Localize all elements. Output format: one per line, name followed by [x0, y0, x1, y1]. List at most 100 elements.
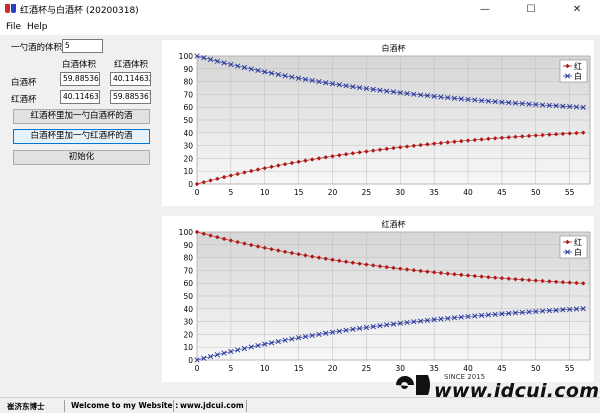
data-point-white: [248, 66, 254, 72]
watermark-since: SINCE 2015: [444, 373, 486, 381]
spoon-volume-label: 一勺酒的体积: [11, 43, 63, 53]
y-tick-label: 70: [183, 90, 193, 99]
data-point-red: [215, 176, 220, 181]
status-separator: [173, 400, 174, 412]
data-point-red: [215, 235, 220, 240]
init-button[interactable]: 初始化: [13, 150, 150, 165]
x-tick-label: 45: [497, 364, 507, 373]
data-point-red: [391, 145, 396, 151]
data-point-white: [451, 315, 458, 321]
menu-bar: File Help: [0, 19, 600, 35]
data-point-white: [289, 74, 295, 80]
data-point-white: [336, 82, 342, 88]
data-point-red: [418, 142, 423, 148]
data-point-white: [255, 67, 261, 74]
data-point-white: [221, 350, 227, 356]
data-point-red: [472, 137, 478, 143]
x-tick-label: 0: [195, 364, 200, 373]
data-point-red: [459, 138, 464, 144]
red-cup-red-volume[interactable]: 59.885367: [110, 90, 151, 104]
data-point-white: [539, 102, 546, 108]
y-tick-label: 60: [183, 279, 193, 288]
data-point-red: [438, 270, 444, 276]
y-tick-label: 50: [183, 116, 193, 125]
legend-label: 白: [574, 71, 582, 81]
menu-help[interactable]: Help: [27, 22, 48, 32]
data-point-white: [560, 103, 566, 109]
data-point-red: [486, 274, 491, 280]
data-point-white: [370, 86, 376, 93]
data-point-red: [228, 173, 234, 178]
data-point-red: [445, 140, 450, 145]
data-point-red: [343, 259, 349, 264]
data-point-red: [194, 181, 200, 187]
x-tick-label: 40: [463, 364, 473, 373]
data-point-red: [411, 143, 417, 148]
data-point-red: [404, 144, 410, 149]
data-point-red: [404, 267, 410, 272]
data-point-white: [289, 336, 295, 342]
data-point-red: [431, 141, 437, 146]
data-point-white: [526, 309, 532, 315]
spoon-volume-input[interactable]: 5: [62, 39, 103, 53]
data-point-white: [336, 328, 342, 334]
data-point-red: [364, 149, 369, 154]
status-website-link[interactable]: www.jdcui.com: [180, 401, 244, 410]
data-point-red: [337, 258, 342, 263]
data-point-white: [580, 306, 586, 312]
data-point-red: [303, 253, 308, 258]
x-tick-label: 5: [228, 188, 233, 197]
data-point-white: [573, 306, 580, 312]
data-point-white: [512, 100, 519, 106]
data-point-red: [465, 273, 471, 278]
data-point-white: [553, 307, 559, 313]
white-cup-red-volume[interactable]: 40.114632: [110, 72, 151, 86]
data-point-red: [282, 162, 288, 167]
y-tick-label: 80: [183, 78, 193, 87]
add-white-to-red-button[interactable]: 红酒杯里加一勺白酒杯的酒: [13, 109, 150, 124]
data-point-white: [397, 90, 403, 96]
menu-file[interactable]: File: [6, 22, 22, 32]
data-point-red: [323, 155, 328, 160]
data-point-white: [445, 95, 451, 101]
data-point-red: [296, 159, 301, 164]
data-point-white: [465, 96, 471, 103]
data-point-red: [472, 273, 478, 279]
y-tick-label: 90: [183, 65, 193, 74]
data-point-red: [357, 261, 362, 266]
y-tick-label: 40: [183, 129, 193, 138]
white-cup-white-volume[interactable]: 59.885367: [60, 72, 100, 86]
data-point-red: [289, 250, 295, 256]
x-tick-label: 45: [497, 188, 507, 197]
data-point-white: [519, 309, 525, 315]
data-point-white: [567, 306, 573, 313]
data-point-white: [458, 314, 464, 320]
data-point-red: [276, 163, 281, 168]
data-point-white: [431, 93, 437, 99]
col-white-volume-label: 白酒体积: [62, 60, 97, 70]
data-point-white: [309, 77, 315, 84]
data-point-red: [533, 133, 538, 138]
data-point-white: [465, 313, 471, 320]
data-point-red: [269, 164, 274, 170]
minimize-button[interactable]: —: [480, 4, 490, 15]
close-button[interactable]: ✕: [572, 4, 582, 15]
data-point-white: [296, 75, 302, 81]
white-cup-label: 白酒杯: [11, 78, 37, 88]
data-point-white: [411, 319, 417, 325]
data-point-white: [553, 103, 559, 109]
data-point-red: [398, 145, 403, 150]
series-line-white: [196, 308, 584, 361]
data-point-white: [241, 64, 248, 71]
red-cup-white-volume[interactable]: 40.114632: [60, 90, 100, 104]
data-point-red: [526, 133, 532, 139]
white-cup-chart: 白酒杯 0 10 20 30 40 50 60 70 80 90 100 0 5 10 15 20 25 30 35 4…: [162, 40, 594, 206]
data-point-white: [567, 103, 573, 110]
maximize-button[interactable]: ☐: [526, 4, 536, 15]
data-point-white: [357, 325, 363, 331]
add-red-to-white-button[interactable]: 白酒杯里加一勺红酒杯的酒: [13, 129, 150, 144]
watermark-url: www.jdcui.com: [434, 380, 600, 402]
data-point-white: [424, 93, 430, 99]
data-point-red: [438, 140, 444, 146]
status-bar: 崔济东博士 Welcome to my Website : www.jdcui.…: [0, 397, 600, 413]
